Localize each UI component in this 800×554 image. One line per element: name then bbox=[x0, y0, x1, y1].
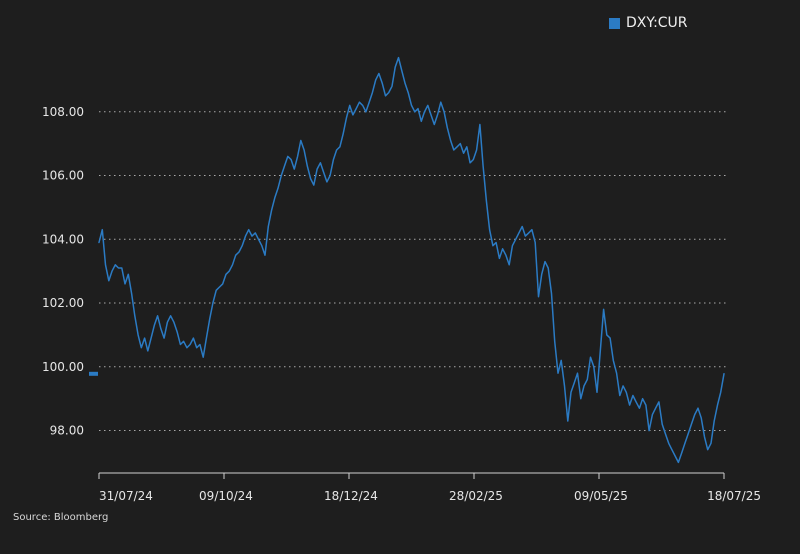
x-axis: 31/07/24 09/10/24 18/12/24 28/02/25 09/05/25… bbox=[98, 472, 761, 503]
x-tick-label: 31/07/24 bbox=[99, 489, 153, 503]
legend-label: DXY:CUR bbox=[626, 15, 688, 31]
x-tick-label: 09/05/25 bbox=[574, 489, 628, 503]
source-note: Source: Bloomberg bbox=[13, 512, 109, 523]
y-tick-label: 108.00 bbox=[42, 105, 84, 119]
y-tick-label: 106.00 bbox=[42, 169, 84, 183]
x-tick-label: 18/07/25 bbox=[707, 489, 761, 503]
last-value-markers bbox=[89, 371, 98, 376]
last-value-marker bbox=[89, 371, 98, 376]
x-tick-label: 28/02/25 bbox=[449, 489, 503, 503]
legend: DXY:CUR bbox=[609, 15, 688, 31]
x-tick-label: 09/10/24 bbox=[199, 489, 253, 503]
grid-lines bbox=[99, 111, 726, 432]
series-line bbox=[98, 56, 725, 464]
y-tick-label: 98.00 bbox=[50, 424, 84, 438]
x-tick-label: 18/12/24 bbox=[324, 489, 378, 503]
y-tick-label: 104.00 bbox=[42, 232, 84, 246]
y-tick-label: 102.00 bbox=[42, 296, 84, 310]
legend-swatch bbox=[609, 17, 620, 29]
y-tick-label: 100.00 bbox=[42, 360, 84, 374]
y-axis-tick-labels: 98.00 100.00 102.00 104.00 106.00 108.00 bbox=[42, 105, 84, 438]
series-lines bbox=[98, 56, 725, 464]
